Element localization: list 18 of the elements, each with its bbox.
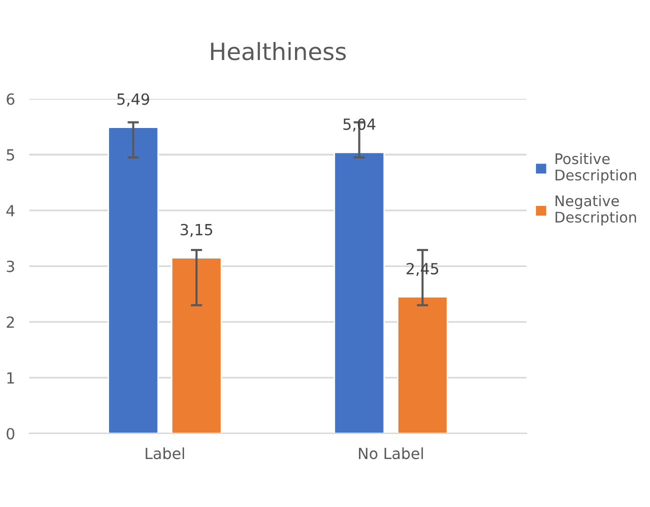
legend-label: Negative Description (556, 195, 636, 226)
legend-label: Positive Description (556, 152, 636, 184)
x-tick-label: No Label (358, 447, 423, 460)
data-label: 3,15 (180, 224, 212, 237)
bar (170, 257, 222, 434)
x-tick-label: Label (146, 447, 184, 460)
data-label: 5,49 (117, 93, 150, 106)
y-tick-label: 2 (6, 316, 14, 328)
y-tick-label: 5 (6, 149, 14, 161)
bar (334, 152, 385, 434)
chart-title: Healthiness (211, 42, 346, 60)
bar (108, 126, 159, 434)
y-tick-label: 6 (6, 93, 14, 105)
y-tick-label: 3 (6, 260, 14, 272)
y-tick-label: 1 (7, 372, 14, 384)
bar (396, 296, 448, 434)
y-tick-label: 4 (6, 205, 15, 216)
y-tick-label: 0 (6, 428, 14, 440)
